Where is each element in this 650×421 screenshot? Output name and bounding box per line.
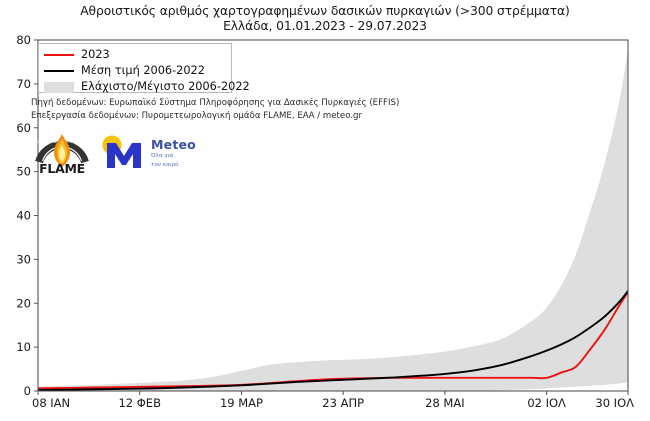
legend-label-mean: Μέση τιμή 2006-2022 bbox=[81, 64, 205, 77]
flame-logo-icon: ΠΥΡΟΜΕΤΕΩΡΟΛΟΓΙΚΗ ΟΜΑΔΑ FLAME bbox=[32, 134, 92, 176]
x-tick-label: 08 ΙΑΝ bbox=[32, 396, 70, 410]
source-line-processing: Επεξεργασία δεδομένων: Πυρομετεωρολογική… bbox=[31, 110, 363, 121]
x-tick-label: 23 ΑΠΡ bbox=[322, 396, 364, 410]
y-tick-label: 10 bbox=[16, 340, 31, 354]
chart-subtitle: Ελλάδα, 01.01.2023 - 29.07.2023 bbox=[223, 19, 427, 33]
y-tick-label: 40 bbox=[16, 209, 31, 223]
x-axis-ticks: 08 ΙΑΝ 12 ΦΕΒ 19 ΜΑΡ 23 ΑΠΡ 28 ΜΑΙ 02 ΙΟΛ 30 Ι… bbox=[32, 391, 634, 410]
minmax-band bbox=[38, 48, 628, 391]
series-lines bbox=[38, 290, 628, 391]
y-tick-label: 80 bbox=[16, 33, 31, 47]
axes: 0 10 20 30 40 50 60 70 80 08 ΙΑΝ 12 ΦΕΒ 19 ΜΑΡ 23 Α… bbox=[16, 33, 634, 410]
meteo-logo-tagline-1: Όλα για bbox=[151, 153, 174, 160]
legend-swatch-minmax bbox=[44, 81, 74, 93]
legend-item-mean: Μέση τιμή 2006-2022 bbox=[44, 63, 226, 78]
x-tick-label: 28 ΜΑΙ bbox=[425, 396, 464, 410]
chart-title-block: Αθροιστικός αριθμός χαρτογραφημένων δασι… bbox=[0, 4, 650, 34]
legend-swatch-mean bbox=[44, 64, 74, 78]
y-tick-label: 50 bbox=[16, 165, 31, 179]
flame-logo: ΠΥΡΟΜΕΤΕΩΡΟΛΟΓΙΚΗ ΟΜΑΔΑ FLAME bbox=[32, 128, 92, 180]
x-tick-label: 12 ΦΕΒ bbox=[118, 396, 161, 410]
legend-label-2023: 2023 bbox=[81, 48, 110, 61]
legend-swatch-2023 bbox=[44, 48, 74, 62]
meteo-mark-icon bbox=[102, 135, 141, 168]
series-line-mean bbox=[38, 290, 628, 391]
meteo-logo-tagline-2: τον καιρό bbox=[151, 162, 179, 169]
legend-item-minmax: Ελάχιστο/Μέγιστο 2006-2022 bbox=[44, 79, 250, 94]
logo-row: ΠΥΡΟΜΕΤΕΩΡΟΛΟΓΙΚΗ ΟΜΑΔΑ FLAME Meteo Όλα … bbox=[32, 128, 205, 180]
chart-title: Αθροιστικός αριθμός χαρτογραφημένων δασι… bbox=[80, 4, 570, 18]
x-tick-label: 30 ΙΟΛ bbox=[595, 396, 634, 410]
meteo-logo-mark bbox=[101, 134, 147, 174]
y-tick-label: 70 bbox=[16, 77, 31, 91]
meteo-logo-text: Meteo Όλα για τον καιρό bbox=[151, 136, 196, 170]
legend-label-minmax: Ελάχιστο/Μέγιστο 2006-2022 bbox=[81, 80, 250, 93]
source-line-data: Πηγή δεδομένων: Ευρωπαϊκό Σύστημα Πληροφ… bbox=[31, 98, 400, 108]
y-tick-label: 0 bbox=[24, 384, 31, 398]
y-tick-label: 20 bbox=[16, 296, 31, 310]
x-tick-label: 02 ΙΟΛ bbox=[527, 396, 566, 410]
x-tick-label: 19 ΜΑΡ bbox=[220, 396, 263, 410]
source-attribution: Πηγή δεδομένων: Ευρωπαϊκό Σύστημα Πληροφ… bbox=[31, 97, 399, 122]
meteo-logo-name: Meteo bbox=[151, 136, 196, 152]
y-tick-label: 30 bbox=[16, 252, 31, 266]
flame-logo-wordmark: FLAME bbox=[39, 161, 85, 176]
chart-legend: 2023 Μέση τιμή 2006-2022 Ελάχιστο/Μέγιστ… bbox=[38, 43, 250, 94]
meteo-logo: Meteo Όλα για τον καιρό bbox=[101, 133, 205, 175]
y-axis-ticks: 0 10 20 30 40 50 60 70 80 bbox=[16, 33, 38, 398]
y-tick-label: 60 bbox=[16, 121, 31, 135]
legend-item-2023: 2023 bbox=[44, 47, 226, 62]
